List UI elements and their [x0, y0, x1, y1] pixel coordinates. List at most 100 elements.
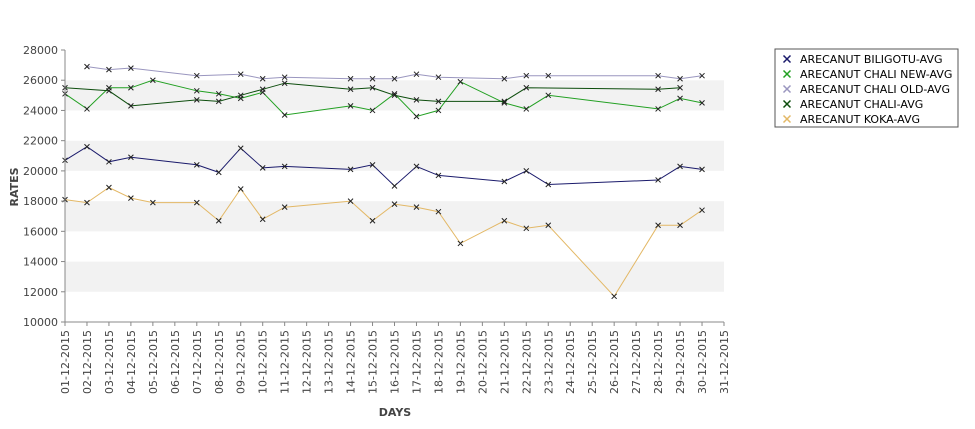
x-ticks: 01-12-2015 02-12-2015 03-12-2015 04-12-2015…: [59, 322, 731, 394]
data-point-marker: [501, 98, 508, 105]
y-tick-label: 24000: [23, 104, 58, 117]
x-tick-label: 13-12-2015: [323, 330, 336, 394]
y-tick-label: 12000: [23, 286, 58, 299]
y-tick-label: 26000: [23, 74, 58, 87]
legend-marker: [782, 54, 792, 64]
legend-label: ARECANUT CHALI-AVG: [800, 98, 923, 111]
x-tick-label: 01-12-2015: [59, 330, 72, 394]
legend-marker: [782, 69, 792, 79]
x-tick-label: 31-12-2015: [718, 330, 731, 394]
plot-band: [65, 231, 724, 262]
data-point-marker: [215, 98, 222, 105]
plot-band: [65, 291, 724, 322]
data-point-marker: [106, 87, 112, 94]
data-point-marker: [259, 216, 266, 223]
plot-band: [65, 201, 724, 232]
data-point-marker: [84, 199, 90, 206]
data-point-marker: [193, 161, 200, 168]
x-tick-label: 17-12-2015: [410, 330, 423, 394]
x-tick-label: 20-12-2015: [476, 330, 489, 394]
x-tick-label: 22-12-2015: [520, 330, 533, 394]
data-point-marker: [655, 222, 661, 229]
plot-band: [65, 50, 724, 81]
data-point-marker: [611, 293, 618, 300]
series-1: [62, 77, 705, 120]
plot-band: [65, 140, 724, 171]
data-point-marker: [677, 163, 683, 170]
series-0: [62, 143, 705, 189]
series-3: [62, 80, 683, 109]
data-point-marker: [655, 106, 661, 112]
x-tick-label: 11-12-2015: [279, 330, 292, 394]
y-tick-label: 14000: [23, 256, 58, 269]
data-point-marker: [347, 198, 354, 204]
data-point-marker: [391, 201, 398, 207]
x-tick-label: 12-12-2015: [301, 330, 314, 394]
y-axis-title: RATES: [8, 167, 21, 206]
legend-label: ARECANUT CHALI NEW-AVG: [800, 68, 952, 81]
data-point-marker: [106, 158, 112, 165]
x-tick-label: 16-12-2015: [389, 330, 402, 394]
data-point-marker: [655, 86, 661, 93]
data-point-marker: [150, 199, 156, 206]
legend-label: ARECANUT CHALI OLD-AVG: [800, 83, 950, 96]
data-point-marker: [413, 71, 420, 78]
data-point-marker: [369, 107, 376, 114]
data-point-marker: [369, 161, 376, 168]
data-point-marker: [523, 225, 530, 232]
y-tick-label: 10000: [23, 316, 58, 329]
data-point-marker: [457, 240, 464, 247]
data-point-marker: [237, 71, 244, 78]
data-point-marker: [150, 77, 156, 84]
x-tick-label: 09-12-2015: [235, 330, 248, 394]
data-point-marker: [106, 66, 112, 73]
data-point-marker: [128, 195, 134, 201]
data-point-marker: [413, 97, 420, 103]
data-point-marker: [545, 92, 552, 99]
data-point-marker: [435, 107, 442, 114]
plot-band: [65, 261, 724, 292]
y-tick-label: 20000: [23, 165, 58, 178]
data-point-marker: [84, 106, 90, 112]
legend-label: ARECANUT KOKA-AVG: [800, 113, 920, 126]
legend-marker: [782, 114, 792, 124]
data-point-marker: [193, 72, 200, 79]
data-point-marker: [281, 163, 288, 170]
series-line: [86, 66, 703, 80]
x-tick-label: 05-12-2015: [147, 330, 160, 394]
legend-marker: [782, 84, 792, 94]
legend-box: [774, 48, 959, 128]
x-tick-label: 06-12-2015: [169, 330, 182, 394]
x-tick-label: 29-12-2015: [674, 330, 687, 394]
data-point-marker: [347, 75, 354, 82]
data-point-marker: [523, 168, 530, 174]
data-point-marker: [435, 208, 442, 215]
axes: 10000 12000 14000 16000 18000 20000 22000 24000…: [23, 44, 731, 394]
data-point-marker: [699, 100, 705, 106]
data-point-marker: [128, 84, 134, 91]
series-4: [62, 184, 705, 300]
data-point-marker: [347, 103, 354, 109]
data-point-marker: [106, 184, 112, 191]
data-point-marker: [413, 163, 420, 170]
data-point-marker: [128, 65, 134, 71]
y-tick-label: 22000: [23, 135, 58, 148]
data-point-marker: [369, 75, 376, 82]
x-tick-label: 18-12-2015: [432, 330, 445, 394]
data-point-marker: [215, 169, 222, 176]
data-point-marker: [655, 177, 661, 183]
legend-label: ARECANUT BILIGOTU-AVG: [800, 53, 943, 66]
data-point-marker: [281, 80, 288, 87]
data-point-marker: [413, 204, 420, 211]
data-point-marker: [347, 166, 354, 173]
x-tick-label: 10-12-2015: [257, 330, 270, 394]
x-tick-label: 04-12-2015: [125, 330, 138, 394]
x-axis-title: DAYS: [379, 406, 412, 419]
plot-band: [65, 110, 724, 141]
data-point-marker: [677, 222, 683, 229]
data-point-marker: [655, 72, 661, 79]
y-tick-label: 28000: [23, 44, 58, 57]
data-point-marker: [128, 103, 134, 109]
data-point-marker: [435, 74, 442, 81]
